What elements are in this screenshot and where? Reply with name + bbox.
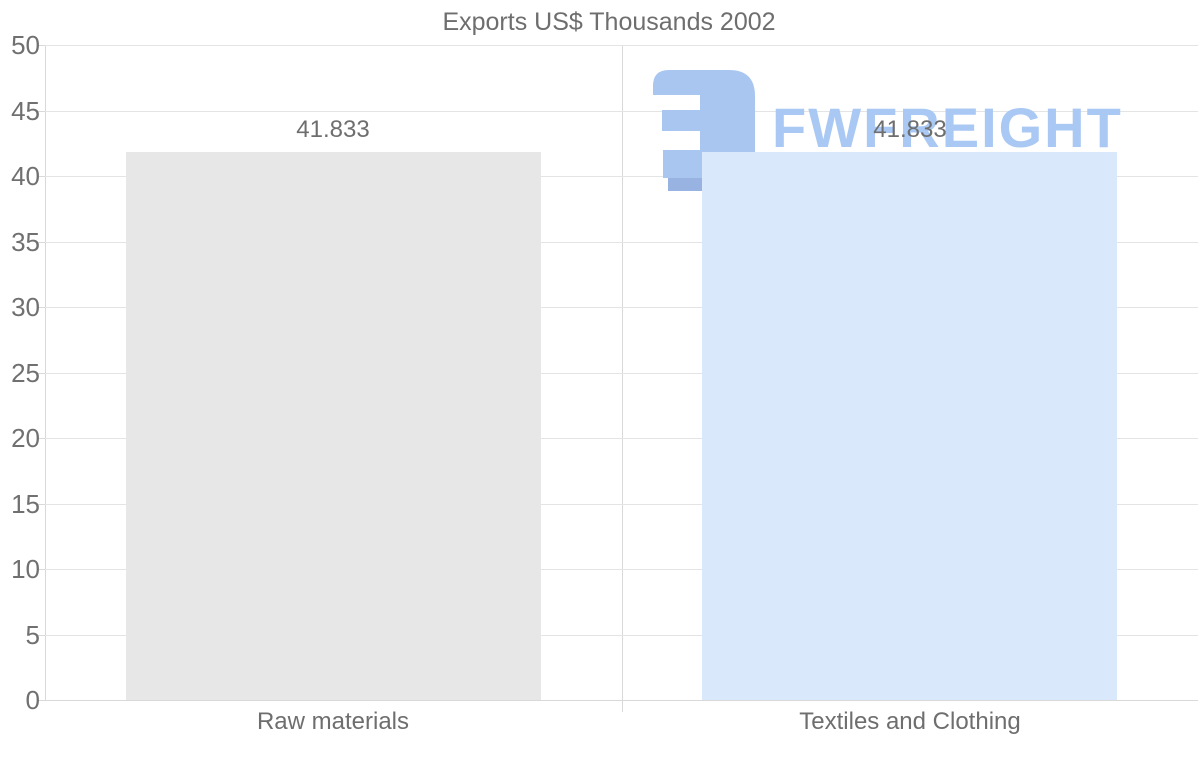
gridline: [45, 438, 1198, 439]
y-axis-tick: [37, 242, 45, 243]
y-axis-tick: [37, 307, 45, 308]
y-axis-tick-label: 45: [11, 96, 40, 126]
y-axis-tick-label: 0: [25, 685, 40, 715]
y-axis-tick: [37, 176, 45, 177]
y-axis-tick-label: 30: [11, 292, 40, 322]
y-axis-tick: [37, 45, 45, 46]
bar-value-label: 41.833: [873, 116, 947, 143]
x-axis-category-label: Raw materials: [256, 708, 410, 735]
gridline: [45, 242, 1198, 243]
logo-mark-bottom-bar: [663, 150, 704, 178]
y-axis-tick: [37, 438, 45, 439]
y-axis-tick: [37, 569, 45, 570]
y-axis-tick-label: 10: [11, 554, 40, 584]
gridline: [45, 700, 1198, 701]
gridline: [45, 45, 1198, 46]
y-axis-tick-label: 50: [11, 30, 40, 60]
logo-mark-middle-bar: [662, 110, 700, 131]
bar-value-label: 41.833: [296, 116, 370, 143]
gridline: [45, 176, 1198, 177]
y-axis-tick: [37, 700, 45, 701]
y-axis-tick: [37, 635, 45, 636]
y-axis-tick: [37, 373, 45, 374]
y-axis-tick-label: 20: [11, 423, 40, 453]
y-axis-tick: [37, 504, 45, 505]
x-axis-category-label: Textiles and Clothing: [799, 708, 1021, 735]
gridline: [45, 307, 1198, 308]
y-axis-tick-label: 5: [25, 620, 40, 650]
chart-title: Exports US$ Thousands 2002: [442, 8, 776, 36]
gridline: [45, 111, 1198, 112]
y-axis-tick-label: 35: [11, 227, 40, 257]
category-divider-line: [622, 45, 623, 712]
gridline: [45, 504, 1198, 505]
bar[interactable]: [126, 152, 541, 700]
gridline: [45, 635, 1198, 636]
y-axis-tick: [37, 111, 45, 112]
gridline: [45, 373, 1198, 374]
gridline: [45, 569, 1198, 570]
logo-mark-bottom-accent: [668, 178, 704, 191]
y-axis-tick-label: 40: [11, 161, 40, 191]
y-axis-tick-label: 15: [11, 489, 40, 519]
bar[interactable]: [702, 152, 1117, 700]
y-axis-tick-label: 25: [11, 358, 40, 388]
watermark-text: FWFREIGHT: [772, 96, 1123, 159]
